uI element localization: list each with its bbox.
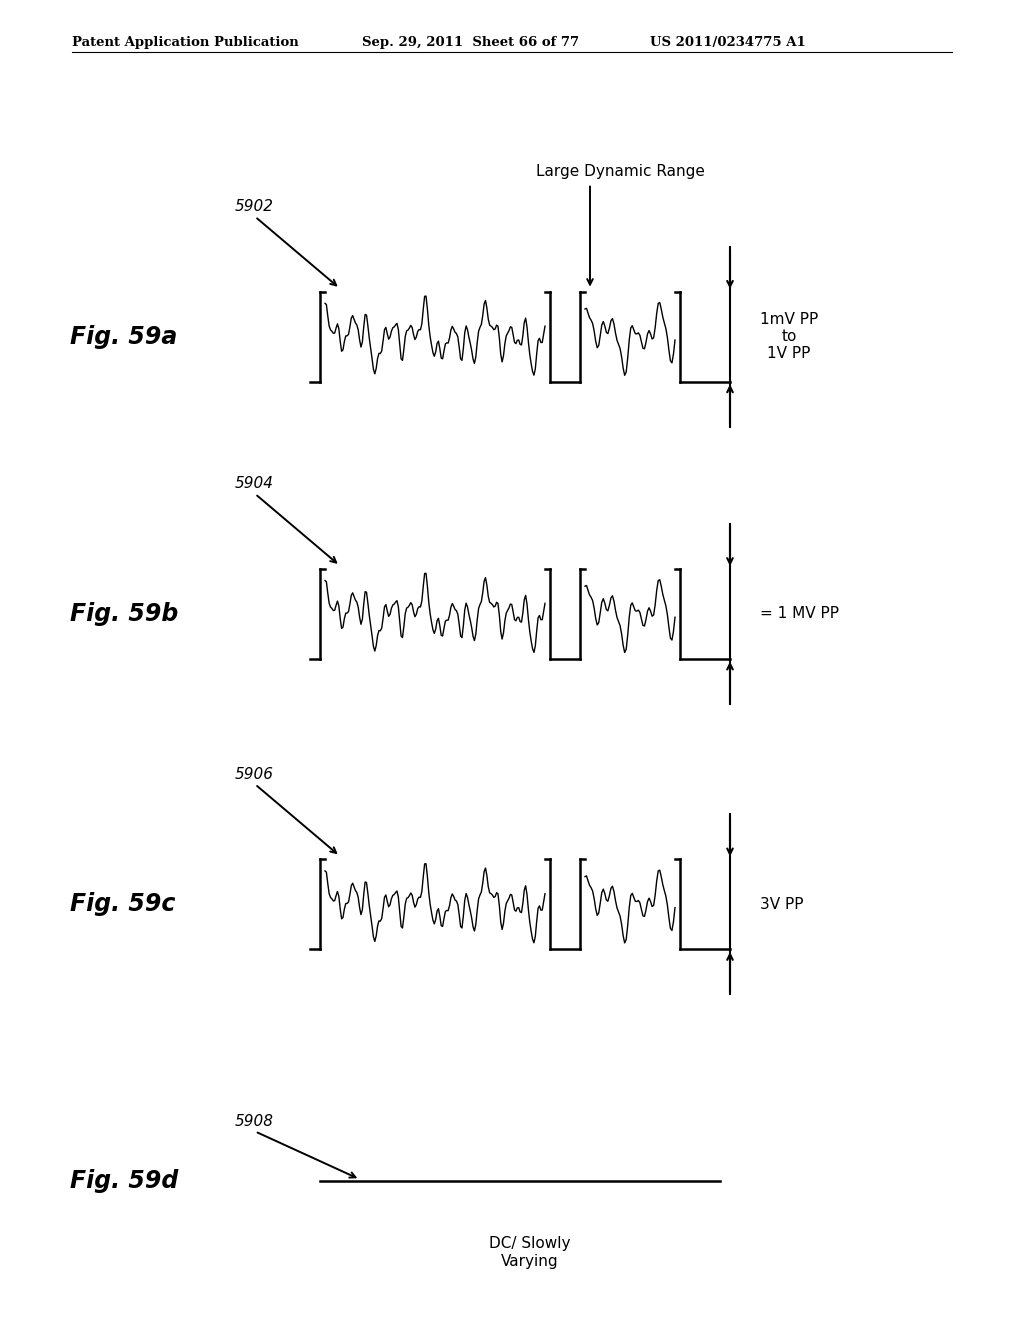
Text: Patent Application Publication: Patent Application Publication (72, 36, 299, 49)
Text: Fig. 59d: Fig. 59d (70, 1170, 178, 1193)
Text: Fig. 59b: Fig. 59b (70, 602, 178, 626)
Text: Fig. 59a: Fig. 59a (70, 325, 177, 348)
Text: 5904: 5904 (234, 477, 274, 491)
Text: 1mV PP
to
1V PP: 1mV PP to 1V PP (760, 312, 818, 362)
Text: US 2011/0234775 A1: US 2011/0234775 A1 (650, 36, 806, 49)
Text: Fig. 59c: Fig. 59c (70, 892, 175, 916)
Text: 5902: 5902 (234, 199, 274, 214)
Text: 5908: 5908 (234, 1114, 274, 1129)
Text: Large Dynamic Range: Large Dynamic Range (536, 164, 705, 180)
Text: = 1 MV PP: = 1 MV PP (760, 606, 839, 622)
Text: 5906: 5906 (234, 767, 274, 781)
Text: Sep. 29, 2011  Sheet 66 of 77: Sep. 29, 2011 Sheet 66 of 77 (362, 36, 580, 49)
Text: 3V PP: 3V PP (760, 896, 804, 912)
Text: DC/ Slowly
Varying: DC/ Slowly Varying (489, 1237, 570, 1269)
